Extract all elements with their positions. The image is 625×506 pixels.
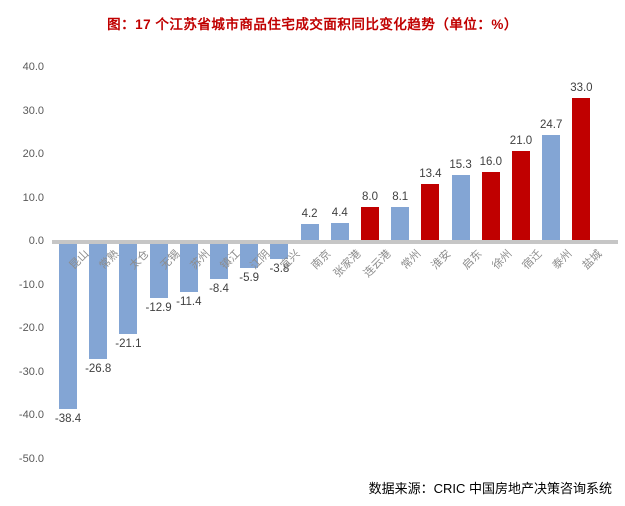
category-label: 常州: [399, 248, 424, 273]
y-axis-tick-label: -10.0: [18, 278, 44, 291]
bar-value-label: -12.9: [145, 302, 172, 315]
category-label: 徐州: [490, 248, 515, 273]
bar: [542, 134, 561, 242]
bar-value-label: 13.4: [419, 167, 442, 180]
category-label: 南京: [309, 248, 334, 273]
bar-value-label: 16.0: [479, 156, 502, 169]
bar-value-label: -3.8: [269, 262, 290, 275]
bar: [391, 206, 410, 242]
y-axis-tick-label: 30.0: [22, 104, 44, 117]
bar-value-label: 21.0: [509, 134, 533, 147]
category-label: 淮安: [429, 248, 454, 273]
bar-value-label: 15.3: [449, 159, 472, 172]
y-axis-tick-label: 0.0: [28, 235, 44, 247]
bar-value-label: -26.8: [85, 362, 112, 375]
zero-axis-line: [52, 240, 618, 244]
bar-value-label: 24.7: [539, 118, 563, 131]
bar-value-label: -38.4: [54, 413, 82, 426]
bar: [89, 242, 108, 359]
y-axis-tick-label: 20.0: [22, 148, 44, 160]
y-axis-tick-label: -40.0: [18, 409, 44, 421]
chart-title: 图：17 个江苏省城市商品住宅成交面积同比变化趋势（单位：%）: [107, 17, 518, 32]
category-label: 泰州: [550, 248, 575, 273]
bar: [572, 98, 591, 242]
y-axis-tick-label: -50.0: [18, 452, 44, 465]
y-axis-tick-label: -30.0: [18, 365, 44, 378]
bar-value-label: 4.2: [301, 207, 318, 220]
bar: [421, 183, 440, 242]
bar-value-label: -21.1: [115, 337, 142, 350]
bar-value-label: -5.9: [239, 271, 260, 284]
bar: [481, 172, 500, 242]
bar-value-label: 4.4: [331, 206, 348, 219]
category-label: 连云港: [361, 248, 394, 280]
bar-value-label: -8.4: [209, 282, 229, 295]
bar: [240, 242, 259, 268]
bar-value-label: -11.4: [176, 295, 202, 308]
y-axis-tick-label: 40.0: [22, 61, 44, 73]
bar: [59, 242, 77, 410]
bar: [270, 242, 289, 259]
bar: [119, 242, 138, 334]
source-note: 数据来源：CRIC 中国房地产决策咨询系统: [368, 481, 612, 496]
bar-value-label: 8.0: [362, 191, 378, 204]
y-axis-tick-label: 10.0: [22, 191, 44, 204]
bar: [149, 242, 168, 299]
bar: [210, 242, 228, 279]
y-axis-tick-label: -20.0: [18, 322, 44, 334]
bar-value-label: 8.1: [392, 190, 409, 203]
bar: [361, 207, 379, 242]
category-label: 宿迁: [520, 248, 545, 273]
bar: [451, 175, 470, 242]
category-label: 张家港: [331, 248, 364, 280]
category-label: 盐城: [580, 248, 605, 273]
bar: [179, 242, 198, 292]
category-label: 启东: [460, 248, 485, 273]
bar-value-label: 33.0: [570, 82, 593, 95]
bar: [512, 150, 530, 242]
bar: [300, 223, 319, 242]
bar: [330, 222, 349, 242]
